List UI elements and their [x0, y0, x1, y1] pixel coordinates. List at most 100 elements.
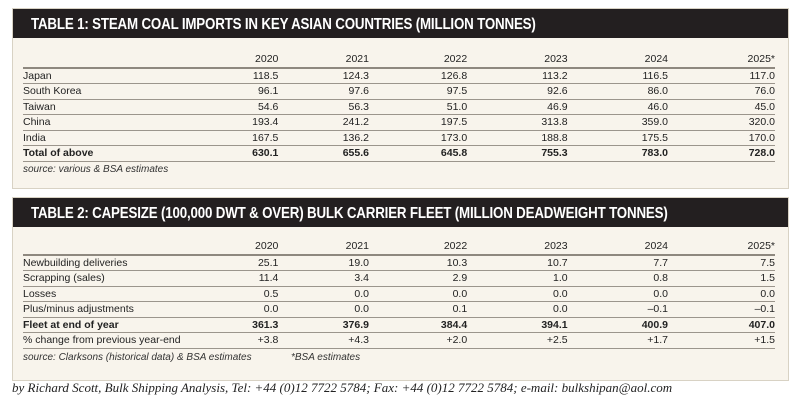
- row-label: Newbuilding deliveries: [23, 254, 220, 271]
- cell-value: 118.5: [219, 67, 279, 84]
- cell-value: 0.0: [368, 286, 468, 302]
- column-header: 2022: [368, 239, 468, 256]
- cell-value: 46.0: [567, 99, 668, 115]
- cell-value: 54.6: [219, 99, 279, 115]
- cell-value: 92.6: [467, 83, 568, 100]
- row-label: Scrapping (sales): [23, 270, 220, 287]
- cell-value: 0.0: [567, 286, 668, 302]
- row-label: India: [23, 130, 220, 146]
- column-header: 2025*: [668, 239, 775, 256]
- table2: 2020 2021 2022 2023 2024 2025* Newbuilding del…: [23, 239, 775, 349]
- cell-value: 400.9: [567, 317, 668, 333]
- table-row: Japan 118.5 124.3 126.8 113.2 116.5 117.0: [23, 67, 775, 84]
- cell-value: 76.0: [668, 83, 775, 100]
- cell-value: 0.0: [278, 286, 369, 302]
- cell-value: 755.3: [467, 145, 568, 162]
- column-header: 2021: [278, 239, 369, 256]
- cell-value: 97.5: [368, 83, 468, 100]
- cell-value: 1.0: [467, 270, 568, 287]
- table-row: Newbuilding deliveries 25.1 19.0 10.3 10.7 7.…: [23, 254, 775, 271]
- cell-value: 46.9: [467, 99, 568, 115]
- table-row: Total of above 630.1 655.6 645.8 755.3 783.0 7…: [23, 145, 775, 162]
- cell-value: 783.0: [567, 145, 668, 162]
- cell-value: 170.0: [668, 130, 775, 146]
- cell-value: 173.0: [368, 130, 468, 146]
- row-label: Losses: [23, 286, 220, 302]
- cell-value: 126.8: [368, 67, 468, 84]
- table-row: India 167.5 136.2 173.0 188.8 175.5 170.0: [23, 130, 775, 146]
- cell-value: 1.5: [668, 270, 775, 287]
- cell-value: 0.0: [668, 286, 775, 302]
- footer-credit: by Richard Scott, Bulk Shipping Analysis…: [12, 380, 673, 395]
- cell-value: 241.2: [278, 114, 369, 131]
- cell-value: 117.0: [668, 67, 775, 84]
- cell-value: 10.3: [368, 254, 468, 271]
- column-header: 2021: [278, 52, 369, 69]
- row-label: China: [23, 114, 220, 131]
- table-row: Losses 0.5 0.0 0.0 0.0 0.0 0.0: [23, 286, 775, 302]
- cell-value: 359.0: [567, 114, 668, 131]
- cell-value: 630.1: [219, 145, 279, 162]
- cell-value: 25.1: [219, 254, 279, 271]
- cell-value: –0.1: [668, 301, 775, 318]
- cell-value: 11.4: [219, 270, 279, 287]
- column-header: [23, 239, 220, 256]
- cell-value: 0.1: [368, 301, 468, 318]
- cell-value: +1.5: [668, 332, 775, 349]
- cell-value: +2.5: [467, 332, 568, 349]
- cell-value: 56.3: [278, 99, 369, 115]
- column-header: 2024: [567, 52, 668, 69]
- row-label: Fleet at end of year: [23, 317, 220, 333]
- row-label: South Korea: [23, 83, 220, 100]
- table1-panel: TABLE 1: STEAM COAL IMPORTS IN KEY ASIAN…: [12, 8, 789, 189]
- header-row: 2020 2021 2022 2023 2024 2025*: [23, 239, 775, 256]
- cell-value: 51.0: [368, 99, 468, 115]
- cell-value: 376.9: [278, 317, 369, 333]
- cell-value: 0.8: [567, 270, 668, 287]
- cell-value: 655.6: [278, 145, 369, 162]
- cell-value: 45.0: [668, 99, 775, 115]
- cell-value: 167.5: [219, 130, 279, 146]
- row-label: Plus/minus adjustments: [23, 301, 220, 318]
- column-header: 2022: [368, 52, 468, 69]
- column-header: [23, 52, 220, 69]
- cell-value: –0.1: [567, 301, 668, 318]
- cell-value: +1.7: [567, 332, 668, 349]
- cell-value: 394.1: [467, 317, 568, 333]
- cell-value: 3.4: [278, 270, 369, 287]
- cell-value: 19.0: [278, 254, 369, 271]
- table1-title: TABLE 1: STEAM COAL IMPORTS IN KEY ASIAN…: [13, 9, 788, 38]
- cell-value: 97.6: [278, 83, 369, 100]
- cell-value: 361.3: [219, 317, 279, 333]
- table-row: China 193.4 241.2 197.5 313.8 359.0 320.0: [23, 114, 775, 131]
- row-label: Total of above: [23, 145, 220, 162]
- cell-value: 86.0: [567, 83, 668, 100]
- row-label: Japan: [23, 67, 220, 84]
- cell-value: 0.0: [467, 286, 568, 302]
- cell-value: 188.8: [467, 130, 568, 146]
- table2-source: source: Clarksons (historical data) & BS…: [23, 352, 252, 363]
- cell-value: 7.7: [567, 254, 668, 271]
- cell-value: 0.5: [219, 286, 279, 302]
- table-row: Plus/minus adjustments 0.0 0.0 0.1 0.0 –0.1 –0…: [23, 301, 775, 318]
- table-row: Taiwan 54.6 56.3 51.0 46.9 46.0 45.0: [23, 99, 775, 115]
- row-label: Taiwan: [23, 99, 220, 115]
- column-header: 2023: [467, 52, 568, 69]
- cell-value: 10.7: [467, 254, 568, 271]
- cell-value: 0.0: [278, 301, 369, 318]
- cell-value: 407.0: [668, 317, 775, 333]
- row-label: % change from previous year-end: [23, 332, 220, 349]
- cell-value: 0.0: [467, 301, 568, 318]
- cell-value: 193.4: [219, 114, 279, 131]
- cell-value: 136.2: [278, 130, 369, 146]
- table2-note: *BSA estimates: [291, 352, 361, 363]
- cell-value: 384.4: [368, 317, 468, 333]
- table-row: Fleet at end of year 361.3 376.9 384.4 394.1…: [23, 317, 775, 333]
- column-header: 2024: [567, 239, 668, 256]
- cell-value: 116.5: [567, 67, 668, 84]
- column-header: 2020: [219, 52, 279, 69]
- cell-value: +2.0: [368, 332, 468, 349]
- table-row: Scrapping (sales) 11.4 3.4 2.9 1.0 0.8 1.5: [23, 270, 775, 287]
- table-row: South Korea 96.1 97.6 97.5 92.6 86.0 76.0: [23, 83, 775, 100]
- column-header: 2023: [467, 239, 568, 256]
